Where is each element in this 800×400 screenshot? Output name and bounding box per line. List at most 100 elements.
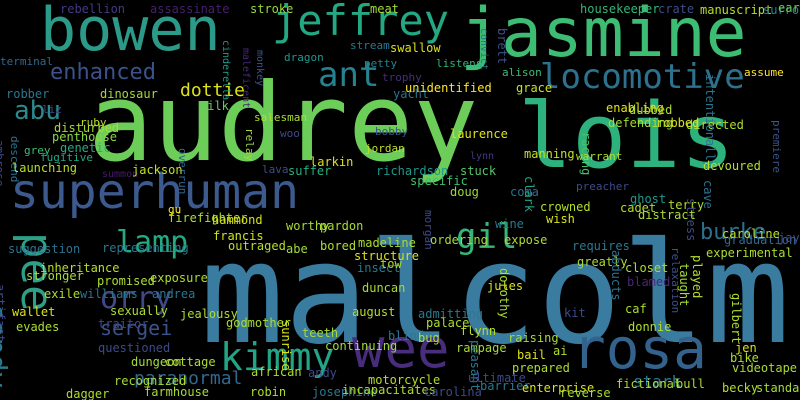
- word-124: expose: [504, 233, 548, 247]
- word-13: enhanced: [50, 60, 156, 85]
- word-38: dragon: [284, 51, 324, 64]
- word-173: andy: [308, 366, 337, 380]
- word-94: robbed: [656, 116, 700, 130]
- word-112: gu: [168, 203, 182, 216]
- word-50: robber: [6, 87, 50, 101]
- word-127: taught: [677, 263, 691, 307]
- word-115: hammond: [212, 213, 263, 227]
- word-7: jeffrey: [272, 0, 450, 45]
- word-143: august: [352, 305, 396, 319]
- word-107: distract: [638, 208, 696, 222]
- word-3: jasmine: [460, 0, 747, 73]
- word-123: ordering: [430, 233, 488, 247]
- word-132: promised: [97, 274, 155, 288]
- word-56: ruby: [80, 116, 107, 129]
- word-84: wish: [546, 212, 575, 226]
- word-111: suggestion: [8, 242, 81, 256]
- word-16: gil: [456, 217, 518, 257]
- word-19: burke: [700, 220, 767, 245]
- word-186: barrier: [480, 379, 531, 393]
- word-88: manning: [524, 147, 575, 161]
- word-65: woo: [280, 127, 300, 140]
- word-22: stark: [633, 372, 682, 391]
- word-159: palace: [426, 316, 470, 330]
- word-83: crowned: [540, 200, 591, 214]
- word-128: played: [690, 255, 704, 299]
- word-166: ai: [553, 344, 568, 358]
- word-4: bowen: [40, 0, 221, 65]
- word-169: videotape: [732, 361, 798, 375]
- word-12: ant: [318, 55, 380, 95]
- word-44: alison: [502, 66, 542, 79]
- word-37: monkey: [254, 50, 265, 87]
- word-145: duncan: [362, 281, 406, 295]
- word-133: stronger: [26, 269, 84, 283]
- word-6: rosa: [572, 317, 707, 382]
- word-119: outraged: [228, 239, 286, 253]
- word-41: petty: [364, 57, 398, 70]
- word-148: dorothy: [497, 268, 511, 319]
- word-190: bull: [676, 377, 705, 391]
- word-45: assume: [744, 66, 784, 79]
- word-192: standard: [756, 381, 800, 395]
- word-63: launching: [12, 161, 78, 175]
- word-114: firefighter: [168, 211, 248, 225]
- word-76: specific: [410, 174, 468, 188]
- word-101: ghost: [630, 192, 667, 206]
- word-28: brett: [495, 28, 509, 65]
- word-144: tow: [380, 257, 402, 271]
- word-59: descend: [8, 136, 21, 183]
- word-125: requires: [572, 239, 630, 253]
- word-102: cadet: [620, 201, 657, 215]
- word-54: disturbed: [54, 121, 120, 135]
- word-27: meat: [370, 2, 399, 16]
- word-122: insect: [357, 261, 401, 275]
- word-147: jules: [487, 279, 524, 293]
- word-20: sergei: [100, 316, 173, 340]
- word-43: listens: [436, 57, 483, 70]
- word-130: blamed: [627, 275, 671, 289]
- word-49: grace: [516, 81, 553, 95]
- word-69: larkin: [310, 155, 354, 169]
- word-181: robin: [250, 385, 287, 399]
- word-79: doug: [450, 185, 479, 199]
- word-113: representing: [102, 241, 189, 255]
- word-99: devoured: [703, 159, 761, 173]
- word-188: fictional: [616, 377, 682, 391]
- word-182: josephine: [312, 385, 378, 399]
- word-160: rampage: [456, 341, 507, 355]
- word-135: exile: [44, 287, 81, 301]
- word-158: raising: [508, 331, 559, 345]
- word-146: admitting: [418, 307, 484, 321]
- word-152: gilbert: [729, 293, 743, 344]
- word-109: experimental: [706, 246, 793, 260]
- word-47: yacht: [393, 87, 430, 101]
- word-142: teeth: [302, 326, 339, 340]
- word-74: stuck: [460, 164, 497, 178]
- word-46: trophy: [382, 71, 422, 84]
- word-23: dottie: [180, 80, 246, 101]
- word-90: warrant: [576, 150, 623, 163]
- word-32: surround: [763, 3, 800, 17]
- word-134: artifact: [0, 284, 7, 342]
- word-61: genetic: [60, 141, 111, 155]
- word-0: malcolm: [200, 213, 791, 376]
- word-167: jen: [735, 341, 757, 355]
- word-97: intentionally: [703, 74, 717, 168]
- word-9: locomotive: [540, 57, 745, 97]
- word-40: swallow: [390, 41, 441, 55]
- word-118: abe: [286, 242, 308, 256]
- word-53: salesman: [254, 111, 307, 124]
- word-5: superhuman: [10, 164, 299, 220]
- word-156: blind: [388, 329, 425, 343]
- word-117: francis: [213, 229, 264, 243]
- word-184: motorcycle: [368, 373, 441, 387]
- word-154: godmother: [226, 316, 292, 330]
- word-171: cottage: [165, 355, 216, 369]
- word-15: abu: [14, 96, 61, 126]
- word-185: carolina: [424, 385, 482, 399]
- word-81: coma: [510, 185, 539, 199]
- word-67: laurence: [450, 127, 508, 141]
- word-178: recognized: [114, 374, 187, 388]
- word-68: jordan: [365, 142, 405, 155]
